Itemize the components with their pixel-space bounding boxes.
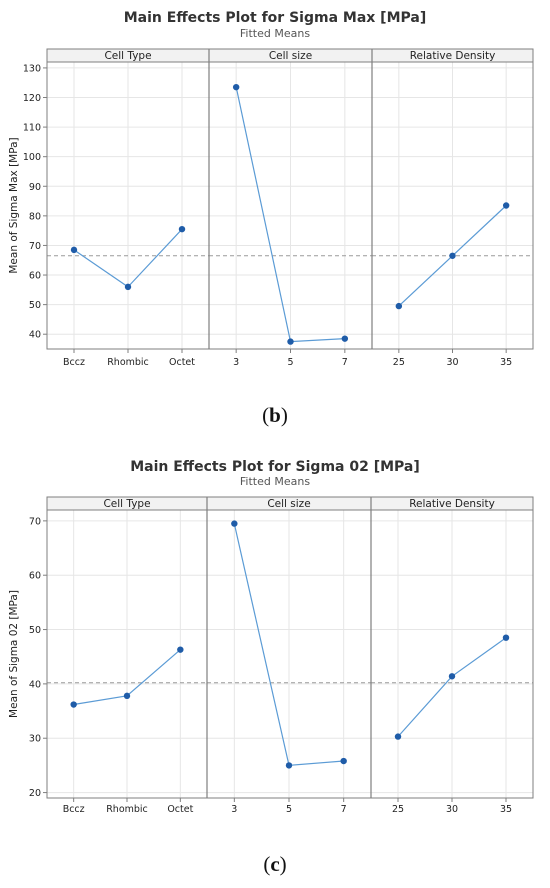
data-point bbox=[123, 692, 131, 700]
y-tick-label: 70 bbox=[29, 241, 41, 252]
y-tick-label: 50 bbox=[29, 300, 41, 311]
panel-label: Relative Density bbox=[410, 50, 496, 62]
panel-header-band bbox=[47, 497, 533, 510]
panel-2: Relative Density 25 30 35 bbox=[371, 498, 533, 815]
panel-label: Relative Density bbox=[409, 498, 495, 510]
x-tick-label: 3 bbox=[233, 357, 239, 368]
panel-0: Cell Type Bccz Rhombic Octet bbox=[47, 498, 207, 815]
panel-header-band bbox=[47, 49, 533, 62]
subfigure-caption: (c) bbox=[263, 852, 286, 876]
data-point bbox=[178, 225, 186, 233]
chart-subtitle: Fitted Means bbox=[240, 27, 310, 40]
data-point bbox=[287, 338, 294, 345]
x-tick-label: 35 bbox=[500, 357, 512, 368]
x-tick-label: 30 bbox=[446, 804, 458, 815]
data-point bbox=[177, 646, 184, 653]
data-point bbox=[395, 302, 403, 310]
data-point bbox=[449, 252, 456, 259]
main-effects-chart-2: Main Effects Plot for Sigma 02 [MPa]Fitt… bbox=[8, 459, 534, 876]
chart-title: Main Effects Plot for Sigma 02 [MPa] bbox=[130, 459, 420, 475]
y-tick-label: 30 bbox=[29, 734, 41, 745]
subfigure-caption: (b) bbox=[262, 403, 288, 427]
caption-letter: c bbox=[270, 852, 279, 876]
data-point bbox=[394, 733, 402, 740]
y-tick-label: 90 bbox=[29, 182, 41, 193]
caption-close: ) bbox=[280, 852, 287, 876]
y-tick-label: 40 bbox=[29, 330, 41, 341]
panel-1: Cell size 3 5 7 bbox=[207, 498, 371, 815]
x-tick-label: 35 bbox=[500, 804, 512, 815]
x-tick-label: 7 bbox=[341, 804, 347, 815]
panel-label: Cell size bbox=[269, 50, 312, 62]
y-tick-label: 80 bbox=[29, 211, 41, 222]
x-tick-label: Rhombic bbox=[106, 804, 148, 815]
plot-frame bbox=[46, 48, 534, 350]
x-tick-label: Octet bbox=[167, 804, 193, 815]
panel-1: Cell size 3 5 7 bbox=[209, 50, 372, 368]
x-tick-label: Bccz bbox=[63, 357, 85, 368]
y-tick-label: 50 bbox=[29, 625, 41, 636]
y-tick-label: 130 bbox=[23, 63, 41, 74]
x-tick-label: Octet bbox=[169, 357, 195, 368]
x-tick-label: 5 bbox=[287, 357, 293, 368]
y-tick-label: 40 bbox=[29, 679, 41, 690]
main-effects-chart-1: Main Effects Plot for Sigma Max [MPa]Fit… bbox=[8, 10, 534, 427]
data-point bbox=[502, 202, 510, 209]
data-point bbox=[448, 673, 456, 680]
y-tick-label: 70 bbox=[29, 516, 41, 527]
data-point bbox=[70, 701, 77, 708]
data-point bbox=[340, 757, 347, 765]
y-tick-label: 20 bbox=[29, 788, 41, 799]
y-tick-label: 120 bbox=[23, 93, 41, 104]
y-tick-label: 60 bbox=[29, 571, 41, 582]
chart-title: Main Effects Plot for Sigma Max [MPa] bbox=[124, 10, 427, 26]
x-tick-label: 25 bbox=[393, 357, 405, 368]
caption-open: ( bbox=[262, 403, 269, 427]
plot-frame bbox=[46, 496, 534, 799]
y-tick-label: 60 bbox=[29, 271, 41, 282]
x-tick-label: Bccz bbox=[63, 804, 85, 815]
data-point bbox=[124, 283, 132, 291]
y-tick-label: 100 bbox=[23, 152, 41, 163]
panel-label: Cell Type bbox=[103, 498, 150, 510]
panel-0: Cell Type Bccz Rhombic Octet bbox=[47, 50, 209, 368]
x-tick-label: Rhombic bbox=[107, 357, 149, 368]
caption-open: ( bbox=[263, 852, 270, 876]
data-point bbox=[231, 520, 238, 527]
y-tick-label: 110 bbox=[23, 123, 41, 134]
caption-letter: b bbox=[269, 403, 281, 427]
data-point bbox=[232, 83, 240, 91]
y-axis-label: Mean of Sigma Max [MPa] bbox=[8, 137, 20, 273]
data-point bbox=[341, 335, 349, 342]
x-tick-label: 3 bbox=[231, 804, 237, 815]
caption-close: ) bbox=[281, 403, 288, 427]
panel-label: Cell Type bbox=[104, 50, 151, 62]
x-tick-label: 25 bbox=[392, 804, 404, 815]
x-tick-label: 7 bbox=[342, 357, 348, 368]
chart-subtitle: Fitted Means bbox=[240, 475, 310, 488]
panel-label: Cell size bbox=[267, 498, 310, 510]
x-tick-label: 5 bbox=[286, 804, 292, 815]
x-tick-label: 30 bbox=[446, 357, 458, 368]
panel-2: Relative Density 25 30 35 bbox=[372, 50, 533, 368]
data-point bbox=[502, 634, 510, 641]
y-axis-label: Mean of Sigma 02 [MPa] bbox=[8, 590, 20, 718]
data-point bbox=[70, 246, 78, 254]
data-point bbox=[285, 762, 293, 769]
